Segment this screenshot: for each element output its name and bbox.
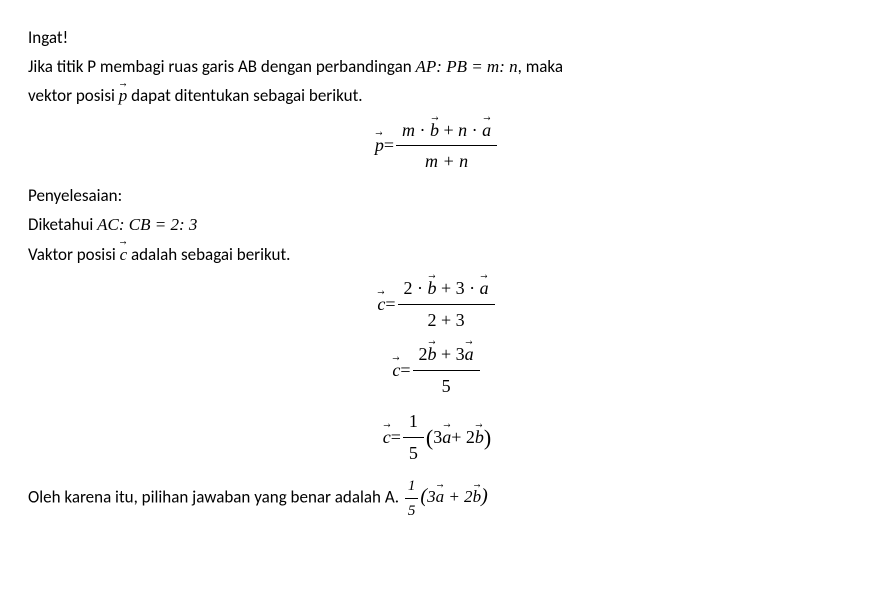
eq2-eq: = <box>400 356 410 385</box>
eq3-lhs: c <box>383 423 391 452</box>
conclusion: Oleh karena itu, pilihan jawaban yang be… <box>28 474 846 523</box>
formula-p: p= m · b + n · a m + n <box>28 116 846 177</box>
eq3-plus: + 2 <box>451 423 475 452</box>
eq1-b: b <box>428 274 437 303</box>
formula-p-n: n <box>458 120 467 140</box>
eq1-plus: + 3 · <box>437 278 480 298</box>
intro-text-4: dapat ditentukan sebagai berikut. <box>127 85 362 106</box>
eq2-a: a <box>465 340 474 369</box>
given-ratio: AC: CB = 2: 3 <box>97 215 197 234</box>
eq3-a: a <box>442 423 451 452</box>
eq1-a: a <box>480 274 489 303</box>
given-text: Diketahui <box>28 214 97 235</box>
eq1-den: 2 + 3 <box>398 305 495 335</box>
intro-line1: Jika titik P membagi ruas garis AB denga… <box>28 53 846 80</box>
conc-frac-den: 5 <box>405 499 419 523</box>
solution-heading: Penyelesaian: <box>28 182 846 209</box>
conc-frac-num: 1 <box>405 474 419 499</box>
conc-plus: + 2 <box>444 487 472 506</box>
intro-text-1: Jika titik P membagi ruas garis AB denga… <box>28 56 416 77</box>
intro-text-2: , maka <box>518 56 563 77</box>
conclusion-text: Oleh karena itu, pilihan jawaban yang be… <box>28 486 403 507</box>
formula-p-dot1: · <box>415 120 430 140</box>
eq3-open: ( <box>426 420 433 455</box>
eq1-2: 2 · <box>404 278 428 298</box>
intro-ratio: AP: PB = m: n <box>416 57 518 76</box>
formula-p-plus: + <box>439 120 458 140</box>
eq1-lhs: c <box>377 290 385 319</box>
formula-p-b: b <box>430 116 439 145</box>
sol-text-2: adalah sebagai berikut. <box>127 244 290 265</box>
intro-text-3: vektor posisi <box>28 85 119 106</box>
vector-p-inline: p <box>119 82 128 109</box>
formula-p-dot2: · <box>467 120 482 140</box>
vector-c-inline: c <box>120 241 128 268</box>
conc-a: a <box>436 483 445 510</box>
formula-p-m: m <box>402 120 415 140</box>
conc-b: b <box>473 483 482 510</box>
eq2-plus: + 3 <box>437 344 465 364</box>
formula-p-den: m + n <box>396 146 497 176</box>
equation-c-3: c= 1 5 (3a + 2b) <box>28 407 846 468</box>
intro-heading: Ingat! <box>28 24 846 51</box>
solution-given: Diketahui AC: CB = 2: 3 <box>28 211 846 238</box>
formula-p-lhs: p <box>375 131 384 160</box>
conc-close: ) <box>481 485 488 507</box>
eq3-close: ) <box>484 420 491 455</box>
eq2-lhs: c <box>392 356 400 385</box>
equation-c-2: c= 2b + 3a 5 <box>28 340 846 401</box>
eq3-frac-den: 5 <box>403 438 424 468</box>
eq3-b: b <box>475 423 484 452</box>
eq2-den: 5 <box>413 371 480 401</box>
sol-text-1: Vaktor posisi <box>28 244 120 265</box>
eq3-frac-num: 1 <box>403 407 424 438</box>
equation-c-1: c= 2 · b + 3 · a 2 + 3 <box>28 274 846 335</box>
eq1-eq: = <box>385 290 395 319</box>
formula-p-eq: = <box>384 131 394 160</box>
eq2-b: b <box>428 340 437 369</box>
formula-p-a: a <box>482 116 491 145</box>
